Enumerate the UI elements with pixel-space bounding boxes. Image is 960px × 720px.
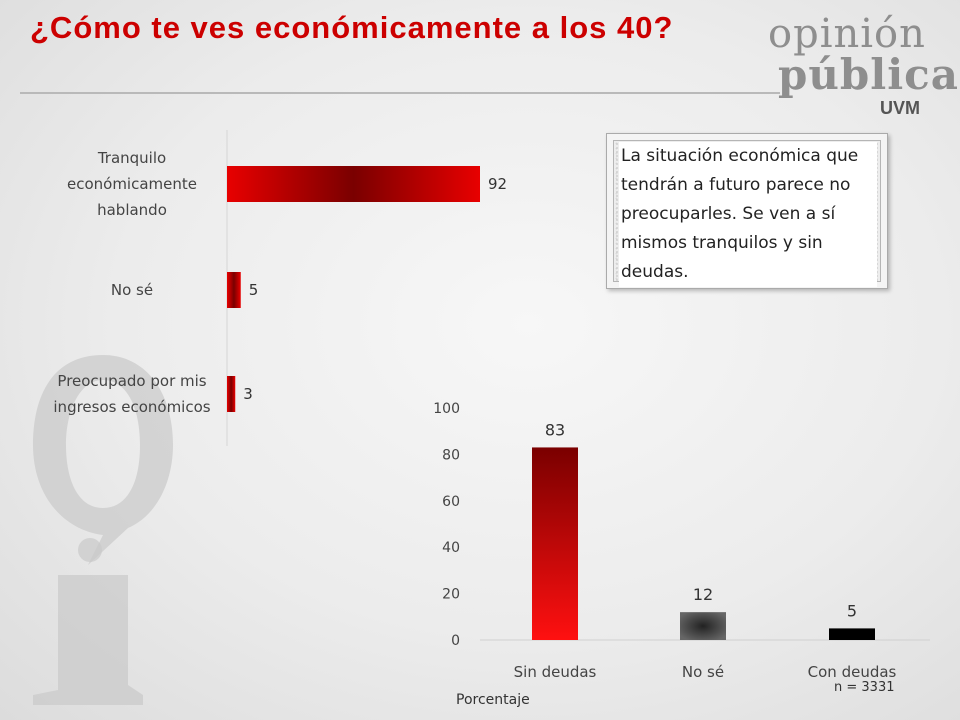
v-bar bbox=[532, 447, 578, 640]
logo-word-opinion: opinión bbox=[768, 11, 926, 57]
h-category-label: hablando bbox=[97, 201, 167, 219]
slide-title: ¿Cómo te ves económicamente a los 40? bbox=[30, 10, 674, 45]
v-bar-value: 83 bbox=[545, 420, 565, 439]
watermark-i-icon bbox=[33, 355, 173, 705]
sample-size-note: n = 3331 bbox=[834, 680, 895, 695]
v-bar bbox=[680, 612, 726, 640]
horizontal-bar-chart: 92 Tranquilo económicamente hablando 5 No sé 3… bbox=[53, 130, 507, 446]
h-bar bbox=[227, 272, 241, 308]
h-category-label: Tranquilo bbox=[97, 149, 166, 167]
h-bar-value: 3 bbox=[243, 385, 253, 403]
logo-word-publica: pública bbox=[778, 50, 959, 99]
v-tick-label: 80 bbox=[442, 447, 460, 463]
h-category-label: Preocupado por mis bbox=[57, 372, 206, 390]
h-category-label: económicamente bbox=[67, 175, 197, 193]
insight-callout: La situación económica que tendrán a fut… bbox=[606, 133, 888, 289]
v-bar bbox=[829, 628, 875, 640]
vertical-bar-chart: 0 20 40 60 80 100 83 Sin deudas 12 No sé 5 Con deud… bbox=[433, 401, 930, 681]
v-category-label: Sin deudas bbox=[514, 663, 597, 681]
h-bar bbox=[227, 376, 236, 412]
h-category-label: ingresos económicos bbox=[53, 398, 210, 416]
h-bar bbox=[227, 166, 480, 202]
v-category-label: No sé bbox=[682, 663, 724, 681]
h-bar-value: 5 bbox=[249, 281, 259, 299]
v-tick-label: 60 bbox=[442, 494, 460, 510]
callout-text: La situación económica que tendrán a fut… bbox=[619, 142, 877, 287]
unit-label: Porcentaje bbox=[456, 692, 530, 708]
h-category-label: No sé bbox=[111, 281, 153, 299]
v-category-label: Con deudas bbox=[808, 663, 897, 681]
v-tick-label: 100 bbox=[433, 401, 460, 417]
title-divider bbox=[20, 92, 780, 94]
v-tick-label: 40 bbox=[442, 540, 460, 556]
v-bar-value: 5 bbox=[847, 601, 857, 620]
h-bar-value: 92 bbox=[488, 175, 507, 193]
brand-logo: opinión pública UVM bbox=[768, 8, 958, 118]
logo-word-uvm: UVM bbox=[880, 98, 920, 118]
v-tick-label: 20 bbox=[442, 587, 460, 603]
v-tick-label: 0 bbox=[451, 633, 460, 649]
v-bar-value: 12 bbox=[693, 585, 713, 604]
